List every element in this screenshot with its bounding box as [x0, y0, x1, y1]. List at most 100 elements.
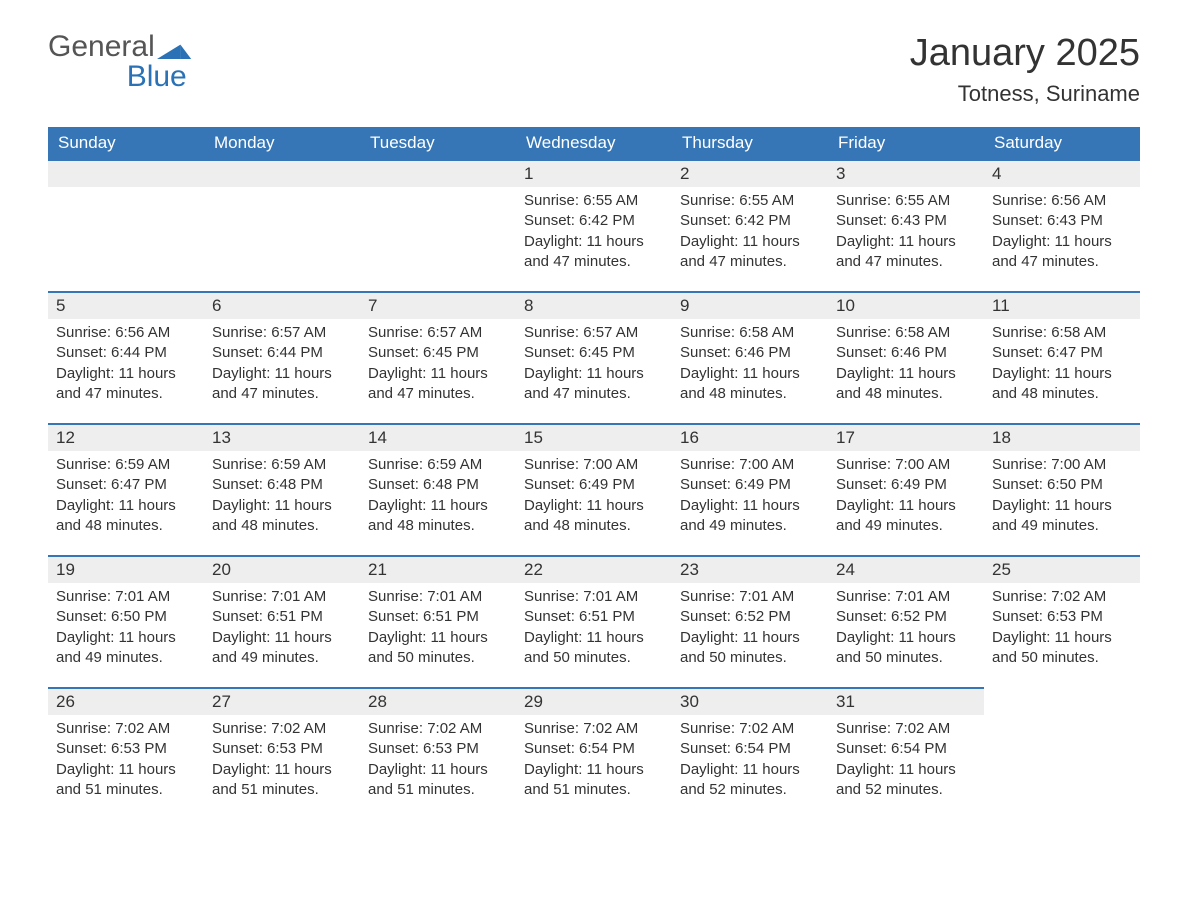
daylight-line: Daylight: 11 hours and 47 minutes.	[524, 364, 664, 405]
day-number: 25	[984, 555, 1140, 583]
daylight-line: Daylight: 11 hours and 50 minutes.	[368, 628, 508, 669]
day-body: Sunrise: 7:01 AMSunset: 6:51 PMDaylight:…	[516, 583, 672, 676]
sunset-line: Sunset: 6:53 PM	[992, 607, 1132, 627]
sunset-line: Sunset: 6:52 PM	[836, 607, 976, 627]
sunrise-line: Sunrise: 7:01 AM	[524, 587, 664, 607]
location: Totness, Suriname	[910, 81, 1140, 107]
sunrise-line: Sunrise: 7:02 AM	[992, 587, 1132, 607]
calendar-cell: 1Sunrise: 6:55 AMSunset: 6:42 PMDaylight…	[516, 159, 672, 291]
day-number: 24	[828, 555, 984, 583]
sunrise-line: Sunrise: 7:00 AM	[992, 455, 1132, 475]
sunrise-line: Sunrise: 6:59 AM	[368, 455, 508, 475]
calendar-cell: 9Sunrise: 6:58 AMSunset: 6:46 PMDaylight…	[672, 291, 828, 423]
sunrise-line: Sunrise: 6:55 AM	[680, 191, 820, 211]
empty-day-header	[204, 159, 360, 187]
day-body: Sunrise: 6:59 AMSunset: 6:48 PMDaylight:…	[360, 451, 516, 544]
day-number: 4	[984, 159, 1140, 187]
sunset-line: Sunset: 6:49 PM	[680, 475, 820, 495]
sunset-line: Sunset: 6:42 PM	[524, 211, 664, 231]
empty-day-header	[48, 159, 204, 187]
calendar-cell	[48, 159, 204, 291]
sunset-line: Sunset: 6:54 PM	[836, 739, 976, 759]
daylight-line: Daylight: 11 hours and 51 minutes.	[212, 760, 352, 801]
daylight-line: Daylight: 11 hours and 47 minutes.	[368, 364, 508, 405]
calendar-cell: 26Sunrise: 7:02 AMSunset: 6:53 PMDayligh…	[48, 687, 204, 819]
day-number: 29	[516, 687, 672, 715]
sunrise-line: Sunrise: 7:02 AM	[368, 719, 508, 739]
day-number: 3	[828, 159, 984, 187]
day-number: 16	[672, 423, 828, 451]
day-body: Sunrise: 7:01 AMSunset: 6:52 PMDaylight:…	[672, 583, 828, 676]
sunrise-line: Sunrise: 7:01 AM	[680, 587, 820, 607]
sunrise-line: Sunrise: 7:00 AM	[524, 455, 664, 475]
day-number: 10	[828, 291, 984, 319]
sunset-line: Sunset: 6:46 PM	[680, 343, 820, 363]
sunset-line: Sunset: 6:48 PM	[368, 475, 508, 495]
sunset-line: Sunset: 6:49 PM	[524, 475, 664, 495]
sunset-line: Sunset: 6:47 PM	[56, 475, 196, 495]
sunset-line: Sunset: 6:51 PM	[368, 607, 508, 627]
daylight-line: Daylight: 11 hours and 51 minutes.	[56, 760, 196, 801]
sunrise-line: Sunrise: 6:55 AM	[524, 191, 664, 211]
calendar-cell: 17Sunrise: 7:00 AMSunset: 6:49 PMDayligh…	[828, 423, 984, 555]
day-number: 9	[672, 291, 828, 319]
calendar-cell: 21Sunrise: 7:01 AMSunset: 6:51 PMDayligh…	[360, 555, 516, 687]
sunset-line: Sunset: 6:50 PM	[56, 607, 196, 627]
logo-text-general: General	[48, 32, 155, 62]
daylight-line: Daylight: 11 hours and 50 minutes.	[680, 628, 820, 669]
calendar-cell: 13Sunrise: 6:59 AMSunset: 6:48 PMDayligh…	[204, 423, 360, 555]
daylight-line: Daylight: 11 hours and 52 minutes.	[836, 760, 976, 801]
sunrise-line: Sunrise: 6:57 AM	[524, 323, 664, 343]
sunrise-line: Sunrise: 6:59 AM	[56, 455, 196, 475]
calendar-table: SundayMondayTuesdayWednesdayThursdayFrid…	[48, 127, 1140, 819]
day-body: Sunrise: 6:58 AMSunset: 6:46 PMDaylight:…	[672, 319, 828, 412]
day-number: 18	[984, 423, 1140, 451]
weekday-header: Sunday	[48, 127, 204, 159]
day-body: Sunrise: 7:02 AMSunset: 6:53 PMDaylight:…	[48, 715, 204, 808]
calendar-cell: 19Sunrise: 7:01 AMSunset: 6:50 PMDayligh…	[48, 555, 204, 687]
daylight-line: Daylight: 11 hours and 51 minutes.	[368, 760, 508, 801]
day-body: Sunrise: 6:57 AMSunset: 6:44 PMDaylight:…	[204, 319, 360, 412]
calendar-cell: 8Sunrise: 6:57 AMSunset: 6:45 PMDaylight…	[516, 291, 672, 423]
weekday-header: Saturday	[984, 127, 1140, 159]
logo-text-blue: Blue	[48, 62, 193, 92]
day-body: Sunrise: 6:56 AMSunset: 6:44 PMDaylight:…	[48, 319, 204, 412]
daylight-line: Daylight: 11 hours and 50 minutes.	[836, 628, 976, 669]
day-body: Sunrise: 7:02 AMSunset: 6:53 PMDaylight:…	[360, 715, 516, 808]
day-body: Sunrise: 7:01 AMSunset: 6:50 PMDaylight:…	[48, 583, 204, 676]
sunrise-line: Sunrise: 6:55 AM	[836, 191, 976, 211]
calendar-cell: 14Sunrise: 6:59 AMSunset: 6:48 PMDayligh…	[360, 423, 516, 555]
daylight-line: Daylight: 11 hours and 47 minutes.	[992, 232, 1132, 273]
calendar-cell: 30Sunrise: 7:02 AMSunset: 6:54 PMDayligh…	[672, 687, 828, 819]
day-number: 27	[204, 687, 360, 715]
daylight-line: Daylight: 11 hours and 48 minutes.	[212, 496, 352, 537]
calendar-body: 1Sunrise: 6:55 AMSunset: 6:42 PMDaylight…	[48, 159, 1140, 819]
day-body: Sunrise: 6:59 AMSunset: 6:48 PMDaylight:…	[204, 451, 360, 544]
calendar-cell: 25 Sunrise: 7:02 AMSunset: 6:53 PMDayligh…	[984, 555, 1140, 687]
day-number: 8	[516, 291, 672, 319]
day-body: Sunrise: 7:02 AMSunset: 6:54 PMDaylight:…	[672, 715, 828, 808]
header: GeneralBlue January 2025 Totness, Surina…	[48, 32, 1140, 107]
sunset-line: Sunset: 6:46 PM	[836, 343, 976, 363]
calendar-cell: 28Sunrise: 7:02 AMSunset: 6:53 PMDayligh…	[360, 687, 516, 819]
daylight-line: Daylight: 11 hours and 49 minutes.	[212, 628, 352, 669]
day-body: Sunrise: 7:01 AMSunset: 6:51 PMDaylight:…	[204, 583, 360, 676]
daylight-line: Daylight: 11 hours and 50 minutes.	[992, 628, 1132, 669]
daylight-line: Daylight: 11 hours and 49 minutes.	[56, 628, 196, 669]
day-number: 11	[984, 291, 1140, 319]
day-body: Sunrise: 7:01 AMSunset: 6:52 PMDaylight:…	[828, 583, 984, 676]
day-number: 26	[48, 687, 204, 715]
daylight-line: Daylight: 11 hours and 47 minutes.	[212, 364, 352, 405]
day-number: 13	[204, 423, 360, 451]
day-body: Sunrise: 7:02 AMSunset: 6:53 PMDaylight:…	[204, 715, 360, 808]
sunset-line: Sunset: 6:53 PM	[212, 739, 352, 759]
day-body: Sunrise: 6:59 AMSunset: 6:47 PMDaylight:…	[48, 451, 204, 544]
month-title: January 2025	[910, 32, 1140, 75]
title-block: January 2025 Totness, Suriname	[910, 32, 1140, 107]
sunrise-line: Sunrise: 7:02 AM	[836, 719, 976, 739]
day-body: Sunrise: 7:00 AMSunset: 6:49 PMDaylight:…	[828, 451, 984, 544]
day-number: 5	[48, 291, 204, 319]
day-number: 15	[516, 423, 672, 451]
sunrise-line: Sunrise: 7:01 AM	[56, 587, 196, 607]
sunset-line: Sunset: 6:43 PM	[992, 211, 1132, 231]
